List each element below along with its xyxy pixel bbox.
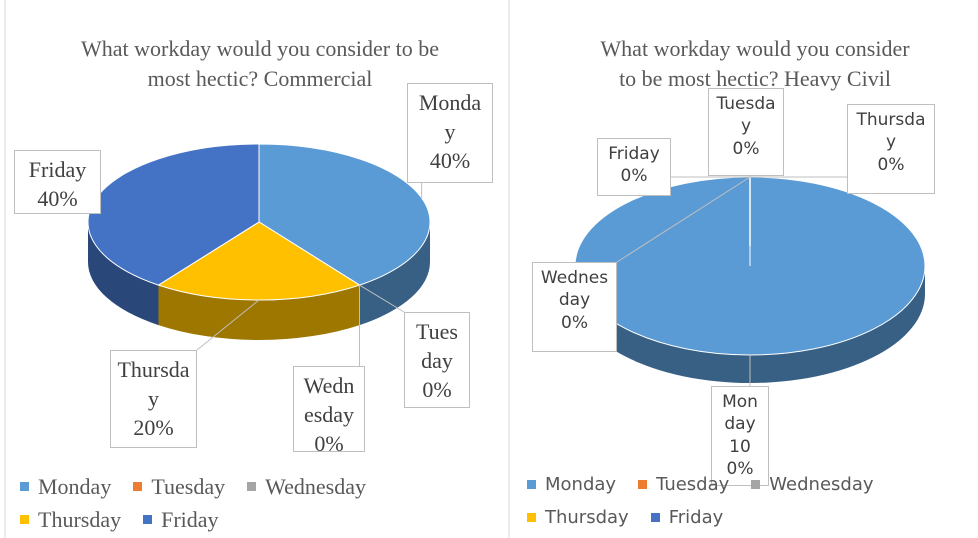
legend-item: Tuesday [638, 468, 729, 501]
legend-swatch [143, 515, 153, 524]
legend-item: Wednesday [751, 468, 874, 501]
leader-line [196, 299, 260, 351]
label-value: 0% [732, 138, 760, 159]
legend-swatch [527, 480, 536, 489]
legend-item: Wednesday [247, 470, 366, 503]
legend-swatch [527, 513, 536, 522]
legend-label: Wednesday [769, 474, 874, 495]
label-value: 40% [429, 148, 471, 174]
legend-label: Monday [545, 474, 617, 495]
data-label: Thursday 0% [847, 104, 935, 194]
label-value: 0% [620, 166, 648, 187]
legend: Monday Tuesday Wednesday Thursday Friday [527, 468, 977, 534]
label-category: Thursday [856, 110, 926, 153]
legend-item: Friday [143, 503, 219, 536]
slice [157, 221, 361, 301]
label-category: Monday [722, 392, 758, 435]
label-category: Tuesday [716, 94, 776, 137]
leader-line [359, 284, 405, 313]
legend-label: Friday [668, 507, 724, 528]
label-category: Friday [28, 157, 87, 182]
data-label: Tuesday 0% [708, 88, 784, 176]
slice [258, 143, 431, 286]
legend-swatch [20, 515, 29, 524]
slice-side [158, 285, 360, 341]
slice-side [88, 222, 159, 326]
label-value: 100% [726, 436, 754, 480]
legend-swatch [133, 482, 143, 491]
legend-swatch [751, 480, 761, 489]
slice-side [359, 222, 430, 326]
label-value: 0% [422, 377, 452, 403]
label-value: 40% [37, 186, 78, 212]
leader-line [616, 176, 751, 263]
data-label: Monday 100% [711, 386, 769, 486]
legend: Monday Tuesday Wednesday Thursday Friday [20, 470, 510, 536]
legend-swatch [638, 480, 648, 489]
legend-item: Tuesday [133, 470, 225, 503]
legend-label: Friday [161, 506, 219, 532]
label-value: 0% [314, 431, 344, 457]
legend-item: Thursday [527, 501, 629, 534]
data-label: Friday 40% [14, 150, 101, 214]
label-value: 0% [561, 312, 588, 333]
legend-label: Thursday [545, 507, 629, 528]
legend-label: Tuesday [151, 473, 226, 499]
legend-swatch [650, 513, 660, 522]
data-label: Thursday 20% [110, 350, 197, 448]
label-category: Monday [418, 90, 482, 145]
legend-swatch [247, 482, 257, 491]
label-category: Thursday [117, 357, 190, 412]
data-label: Monday 40% [407, 83, 493, 183]
legend-label: Wednesday [265, 473, 366, 499]
chart-title: What workday would you consider to be mo… [600, 36, 910, 91]
legend-label: Thursday [38, 506, 122, 532]
legend-item: Thursday [20, 503, 121, 536]
data-label: Wednesday 0% [293, 366, 365, 456]
legend-swatch [20, 482, 29, 491]
legend-label: Monday [38, 473, 112, 499]
chart-title: What workday would you consider to be mo… [80, 36, 440, 91]
legend-label: Tuesday [656, 474, 730, 495]
data-label: Friday 0% [597, 138, 671, 196]
label-category: Wednesday [303, 373, 355, 428]
legend-item: Monday [527, 468, 616, 501]
label-category: Friday [608, 144, 660, 164]
data-label: Tuesday 0% [404, 312, 470, 408]
label-value: 0% [877, 154, 905, 175]
label-category: Tuesday [416, 319, 458, 374]
slice-side [575, 266, 925, 383]
legend-item: Monday [20, 470, 111, 503]
legend-item: Friday [650, 501, 724, 534]
data-label: Wednesday 0% [532, 262, 617, 352]
label-value: 20% [133, 415, 174, 441]
label-category: Wednesday [540, 268, 609, 311]
